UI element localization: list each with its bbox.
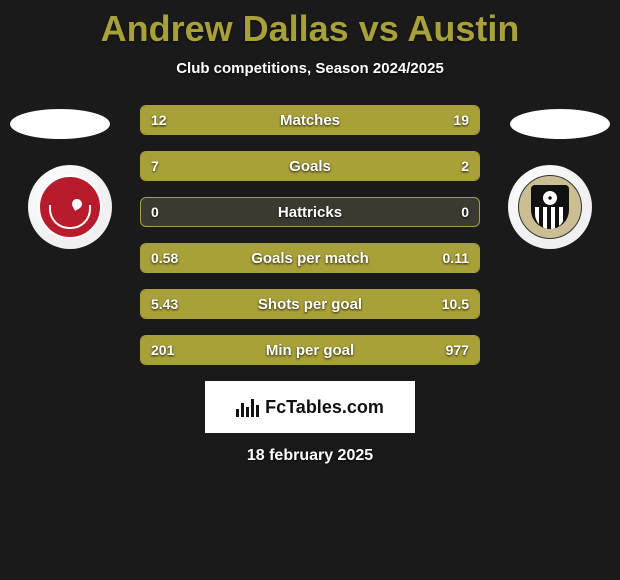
stat-value-right: 2 [451,152,479,180]
subtitle: Club competitions, Season 2024/2025 [0,60,620,77]
stat-value-right: 10.5 [432,290,479,318]
date-label: 18 february 2025 [0,447,620,465]
stat-value-left: 7 [141,152,169,180]
stat-label: Hattricks [141,198,479,226]
stat-row: 12 19 Matches [140,105,480,135]
brand-bars-icon [236,397,259,417]
stat-value-right: 19 [443,106,479,134]
stat-row: 0 0 Hattricks [140,197,480,227]
avatar-right [510,109,610,139]
stat-row: 5.43 10.5 Shots per goal [140,289,480,319]
stat-value-left: 0 [141,198,169,226]
stat-value-right: 0 [451,198,479,226]
comparison-panel: 12 19 Matches 7 2 Goals 0 0 Hattricks 0.… [0,105,620,465]
page-title: Andrew Dallas vs Austin [0,0,620,50]
avatar-left [10,109,110,139]
club-badge-left-icon [38,175,102,239]
club-crest-left [28,165,112,249]
stats-list: 12 19 Matches 7 2 Goals 0 0 Hattricks 0.… [140,105,480,365]
club-badge-right-icon [518,175,582,239]
stat-row: 201 977 Min per goal [140,335,480,365]
stat-value-left: 0.58 [141,244,188,272]
brand-label: FcTables.com [265,397,384,418]
club-crest-right [508,165,592,249]
stat-value-right: 0.11 [433,244,479,272]
stat-row: 7 2 Goals [140,151,480,181]
stat-value-left: 5.43 [141,290,188,318]
stat-value-right: 977 [436,336,479,364]
stat-value-left: 201 [141,336,184,364]
brand-link[interactable]: FcTables.com [205,381,415,433]
stat-row: 0.58 0.11 Goals per match [140,243,480,273]
stat-value-left: 12 [141,106,177,134]
stat-bar-left [141,152,404,180]
